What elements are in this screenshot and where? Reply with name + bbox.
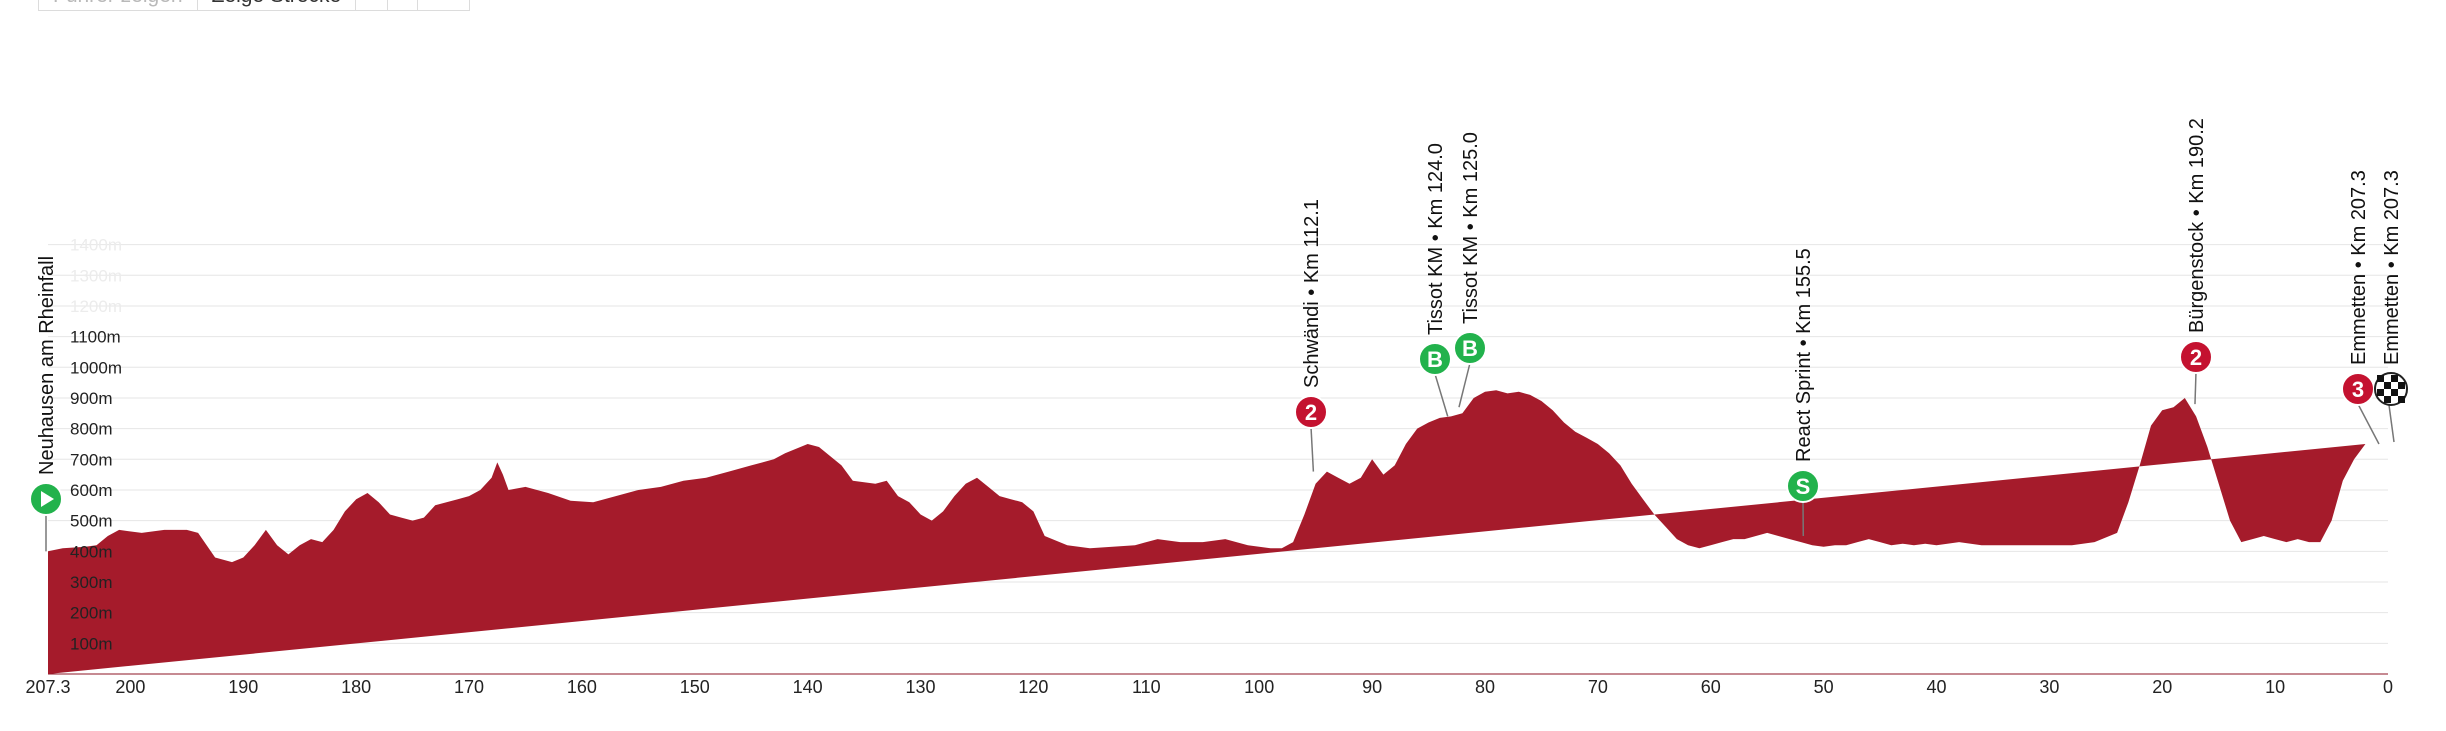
- x-axis-tick-labels: 207.3 200 190 180 170 160 150 140 130 120 110 100 90…: [25, 677, 2393, 697]
- marker-badge-text: 2: [1305, 400, 1317, 425]
- finish-flag-icon: Emmetten • Km 207.3: [2374, 170, 2408, 443]
- sprint-icon: S React Sprint • Km 155.5: [1786, 248, 1820, 536]
- y-tick-label: 300m: [70, 573, 113, 592]
- marker-badge-text: 3: [2352, 377, 2364, 402]
- elevation-profile-area: [48, 390, 2366, 674]
- marker-badge-text: 2: [2190, 345, 2202, 370]
- marker-label: Neuhausen am Rheinfall: [36, 256, 58, 475]
- marker-label: React Sprint • Km 155.5: [1793, 248, 1815, 462]
- y-tick-label: 500m: [70, 512, 113, 531]
- x-tick-label: 150: [680, 677, 710, 697]
- y-tick-label: 1100m: [70, 328, 121, 347]
- x-tick-label: 50: [1814, 677, 1834, 697]
- y-tick-label: 1000m: [70, 358, 122, 377]
- toolbar-button-3[interactable]: [356, 0, 389, 11]
- x-tick-label: 10: [2265, 677, 2285, 697]
- y-tick-label: 900m: [70, 389, 113, 408]
- x-tick-label: 130: [906, 677, 936, 697]
- marker-label: Tissot KM • Km 125.0: [1460, 132, 1482, 324]
- marker-label: Tissot KM • Km 124.0: [1425, 143, 1447, 335]
- y-tick-label: 100m: [70, 634, 113, 653]
- x-tick-label: 170: [454, 677, 484, 697]
- x-tick-label: 0: [2383, 677, 2393, 697]
- marker-badge-text: B: [1427, 347, 1443, 372]
- y-tick-label: 200m: [70, 604, 113, 623]
- x-tick-label: 40: [1926, 677, 1946, 697]
- x-tick-label: 110: [1132, 677, 1161, 697]
- marker-label: Emmetten • Km 207.3: [2348, 170, 2370, 365]
- marker-label: Schwändi • Km 112.1: [1301, 199, 1323, 388]
- bonus-sprint-icon: B Tissot KM • Km 125.0: [1453, 132, 1487, 408]
- route-markers: Neuhausen am Rheinfall 2 Schwändi • Km 112…: [29, 118, 2408, 552]
- x-tick-label: 140: [793, 677, 823, 697]
- x-tick-label: 120: [1018, 677, 1048, 697]
- start-play-icon: Neuhausen am Rheinfall: [29, 256, 63, 552]
- mountain-category-3-icon: 3 Emmetten • Km 207.3: [2341, 170, 2380, 445]
- y-axis-tick-labels: 100m 200m 300m 400m 500m 600m 700m 800m 900m 1000…: [70, 236, 122, 654]
- mountain-category-2-icon: 2 Bürgenstock • Km 190.2: [2179, 118, 2213, 405]
- x-tick-label: 190: [228, 677, 258, 697]
- y-tick-label: 1400m: [70, 236, 122, 255]
- x-tick-label: 160: [567, 677, 597, 697]
- x-tick-label: 90: [1362, 677, 1382, 697]
- x-tick-label: 70: [1588, 677, 1608, 697]
- y-tick-label: 400m: [70, 542, 113, 561]
- x-tick-label: 30: [2039, 677, 2059, 697]
- toolbar-button-5[interactable]: [418, 0, 471, 11]
- marker-label: Bürgenstock • Km 190.2: [2186, 118, 2208, 333]
- x-tick-label: 200: [115, 677, 145, 697]
- toolbar-button-4[interactable]: [388, 0, 419, 11]
- x-tick-label: 207.3: [25, 677, 70, 697]
- show-leader-button[interactable]: Führer zeigen: [38, 0, 198, 11]
- y-tick-label: 1300m: [70, 266, 122, 285]
- y-tick-label: 1200m: [70, 297, 122, 316]
- x-tick-label: 180: [341, 677, 371, 697]
- x-tick-label: 100: [1244, 677, 1274, 697]
- x-tick-label: 20: [2152, 677, 2172, 697]
- y-tick-label: 700m: [70, 450, 113, 469]
- y-tick-label: 600m: [70, 481, 113, 500]
- marker-badge-text: B: [1462, 336, 1478, 361]
- chart-toolbar: Führer zeigen Zeige Strecke: [38, 0, 471, 12]
- x-tick-label: 60: [1701, 677, 1721, 697]
- marker-badge-text: S: [1796, 474, 1811, 499]
- x-tick-label: 80: [1475, 677, 1495, 697]
- marker-label: Emmetten • Km 207.3: [2381, 170, 2403, 365]
- show-route-button[interactable]: Zeige Strecke: [197, 0, 357, 11]
- mountain-category-2-icon: 2 Schwändi • Km 112.1: [1294, 199, 1328, 472]
- bonus-sprint-icon: B Tissot KM • Km 124.0: [1418, 143, 1452, 417]
- y-tick-label: 800m: [70, 420, 113, 439]
